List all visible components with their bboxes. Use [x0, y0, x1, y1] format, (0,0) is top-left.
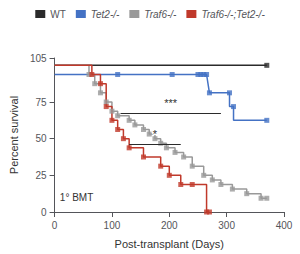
svg-text:***: *** — [164, 97, 178, 109]
svg-text:0: 0 — [52, 220, 58, 231]
svg-text:400: 400 — [276, 220, 293, 231]
svg-text:0: 0 — [41, 207, 47, 218]
svg-text:300: 300 — [218, 220, 235, 231]
svg-text:50: 50 — [35, 133, 47, 144]
svg-text:WT: WT — [50, 9, 66, 20]
svg-text:Percent survival: Percent survival — [8, 96, 20, 174]
svg-text:Post-transplant (Days): Post-transplant (Days) — [115, 238, 224, 250]
svg-text:Traf6-/-;Tet2-/-: Traf6-/-;Tet2-/- — [201, 9, 265, 20]
svg-text:1° BMT: 1° BMT — [60, 192, 93, 203]
svg-text:Tet2-/-: Tet2-/- — [91, 9, 120, 20]
svg-text:200: 200 — [161, 220, 178, 231]
svg-text:105: 105 — [30, 53, 47, 64]
svg-text:75: 75 — [35, 97, 47, 108]
svg-text:*: * — [153, 128, 158, 140]
svg-text:25: 25 — [35, 170, 47, 181]
svg-text:Traf6-/-: Traf6-/- — [144, 9, 177, 20]
svg-text:100: 100 — [104, 220, 121, 231]
